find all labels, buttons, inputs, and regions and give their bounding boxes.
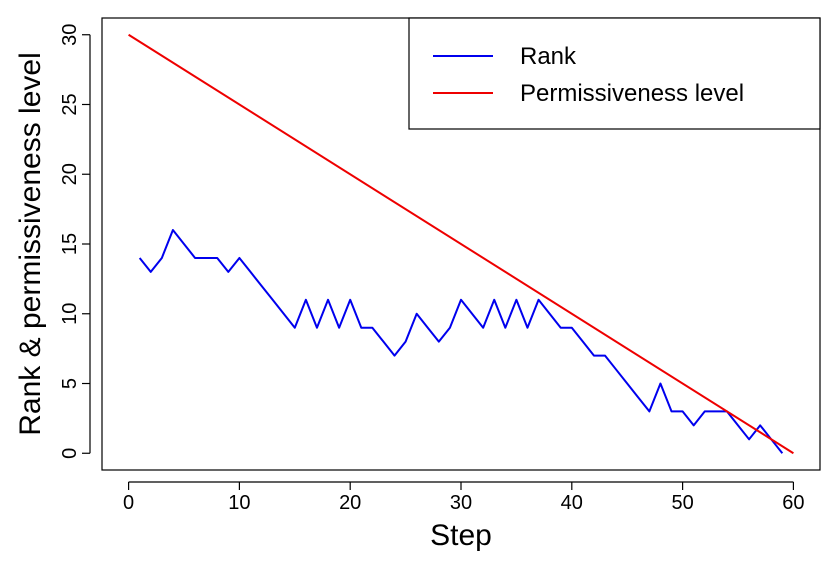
x-tick-label: 20 <box>339 492 361 514</box>
y-tick-label: 15 <box>59 233 81 255</box>
y-tick-label: 20 <box>59 163 81 185</box>
y-axis-title: Rank & permissiveness level <box>14 52 47 435</box>
x-tick-label: 50 <box>671 492 693 514</box>
y-tick-label: 10 <box>59 303 81 325</box>
x-axis-title: Step <box>430 519 492 552</box>
y-tick-label: 0 <box>59 448 81 459</box>
series-line-permissiveness-level <box>128 33 794 455</box>
legend-label-rank: Rank <box>520 43 577 70</box>
legend-box <box>408 17 821 130</box>
y-tick-label: 25 <box>59 93 81 115</box>
series-line-rank <box>138 229 784 454</box>
y-axis: 0 5 10 15 20 25 30 <box>59 24 91 459</box>
x-tick-label: 0 <box>123 492 134 514</box>
x-tick-label: 60 <box>782 492 804 514</box>
y-tick-label: 30 <box>59 24 81 46</box>
x-tick-label: 40 <box>561 492 583 514</box>
x-axis: 0 10 20 30 40 50 60 <box>123 481 805 514</box>
x-tick-label: 30 <box>450 492 472 514</box>
y-tick-label: 5 <box>59 378 81 389</box>
legend: Rank Permissiveness level <box>408 17 821 130</box>
legend-label-permissiveness: Permissiveness level <box>520 80 744 107</box>
series-layer <box>128 33 794 455</box>
x-tick-label: 10 <box>228 492 250 514</box>
